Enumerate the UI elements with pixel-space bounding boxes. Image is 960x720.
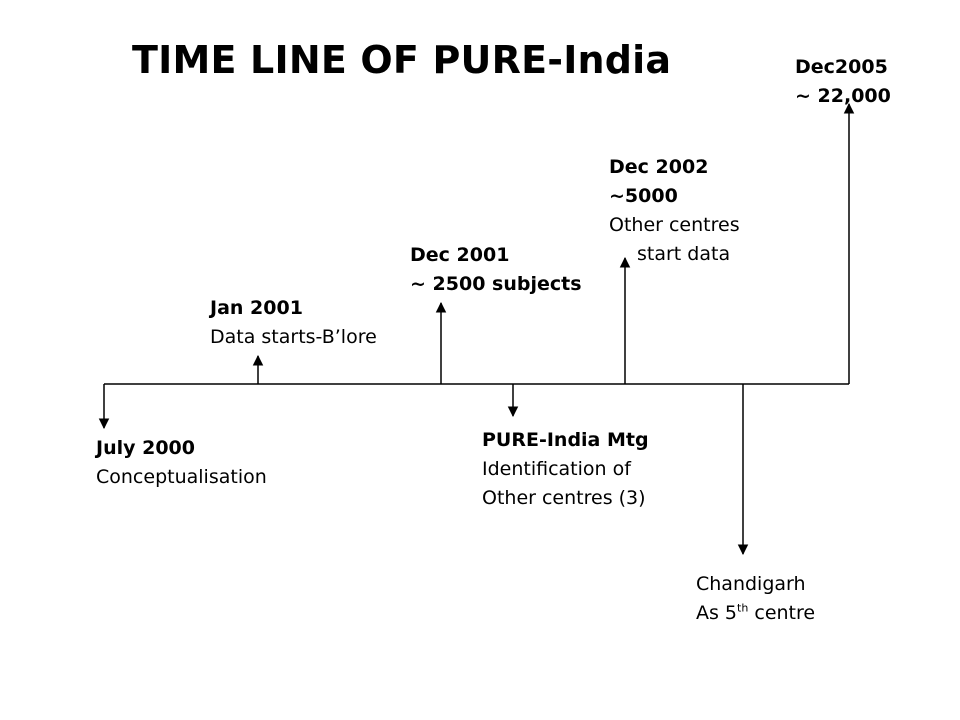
event-text: Chandigarh (696, 573, 806, 595)
event-count: ~ 2500 subjects (410, 273, 582, 295)
ordinal-superscript: th (737, 601, 749, 615)
event-text: Conceptualisation (96, 466, 267, 488)
ordinal-suffix: centre (748, 602, 816, 624)
event-date: Dec 2002 (609, 156, 709, 178)
event-text: Identification of (482, 458, 631, 480)
event-text: start data (637, 243, 731, 265)
event-text: Data starts-B’lore (210, 326, 377, 348)
event-july-2000: July 2000 Conceptualisation (96, 434, 267, 492)
page-title: TIME LINE OF PURE-India (132, 38, 672, 82)
event-dec-2001: Dec 2001 ~ 2500 subjects (410, 241, 582, 299)
ordinal-prefix: As 5 (696, 602, 738, 624)
event-date: Dec2005 (795, 56, 888, 78)
event-ordinal-line: As 5th centre (696, 599, 815, 628)
event-count: ~ 22,000 (795, 85, 891, 107)
event-pure-india-mtg: PURE-India Mtg Identification of Other c… (482, 426, 649, 513)
event-dec-2005: Dec2005 ~ 22,000 (795, 53, 891, 111)
event-count: ~5000 (609, 185, 678, 207)
event-date: Jan 2001 (210, 297, 303, 319)
event-text: Other centres (3) (482, 487, 646, 509)
event-jan-2001: Jan 2001 Data starts-B’lore (210, 294, 377, 352)
event-dec-2002: Dec 2002 ~5000 Other centres start data (609, 153, 740, 269)
event-date: July 2000 (96, 437, 195, 459)
event-chandigarh: Chandigarh As 5th centre (696, 570, 815, 628)
event-date: Dec 2001 (410, 244, 510, 266)
event-date: PURE-India Mtg (482, 429, 649, 451)
event-text: Other centres (609, 214, 740, 236)
